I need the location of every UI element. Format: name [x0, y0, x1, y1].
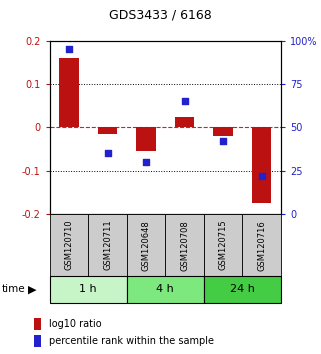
Bar — [213, 127, 233, 136]
Text: GDS3433 / 6168: GDS3433 / 6168 — [109, 9, 212, 22]
Bar — [98, 127, 117, 134]
Bar — [127, 276, 204, 303]
Text: GSM120708: GSM120708 — [180, 220, 189, 270]
Text: ▶: ▶ — [28, 284, 36, 295]
Text: GSM120715: GSM120715 — [219, 220, 228, 270]
Point — [105, 150, 110, 156]
Text: percentile rank within the sample: percentile rank within the sample — [48, 336, 213, 346]
Bar — [50, 276, 127, 303]
Bar — [136, 127, 156, 151]
Bar — [50, 214, 88, 276]
Bar — [34, 318, 41, 330]
Bar — [252, 127, 271, 203]
Point — [221, 138, 226, 144]
Bar — [34, 335, 41, 347]
Bar — [59, 58, 79, 127]
Bar — [88, 214, 127, 276]
Text: log10 ratio: log10 ratio — [48, 319, 101, 329]
Point — [259, 173, 264, 179]
Point — [182, 98, 187, 104]
Bar — [242, 214, 281, 276]
Bar — [175, 116, 194, 127]
Text: 1 h: 1 h — [80, 284, 97, 295]
Text: time: time — [2, 284, 25, 295]
Text: GSM120710: GSM120710 — [65, 220, 74, 270]
Point — [143, 159, 149, 165]
Bar — [204, 214, 242, 276]
Text: GSM120716: GSM120716 — [257, 220, 266, 270]
Text: GSM120711: GSM120711 — [103, 220, 112, 270]
Text: GSM120648: GSM120648 — [142, 220, 151, 270]
Text: 24 h: 24 h — [230, 284, 255, 295]
Bar — [204, 276, 281, 303]
Bar — [165, 214, 204, 276]
Point — [66, 46, 72, 52]
Bar — [127, 214, 165, 276]
Text: 4 h: 4 h — [156, 284, 174, 295]
